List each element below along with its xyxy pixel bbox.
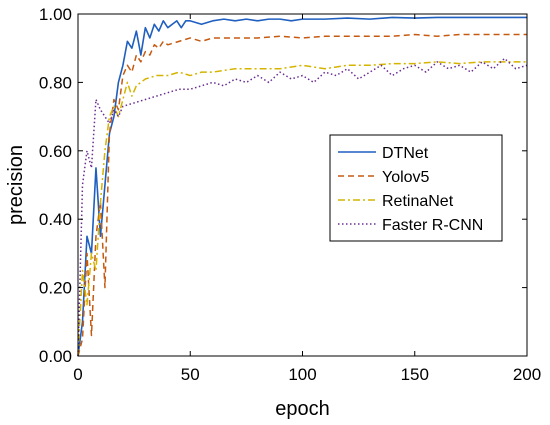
y-tick-label: 0.80	[39, 73, 72, 92]
series-line-yolov5	[77, 33, 527, 357]
y-tick-label: 0.60	[39, 142, 72, 161]
x-axis-label: epoch	[275, 398, 330, 420]
y-tick-label: 0.20	[39, 279, 72, 298]
series-line-retinanet	[77, 61, 527, 357]
legend-label: Yolov5	[382, 169, 430, 186]
series-line-dtnet	[77, 16, 527, 357]
x-tick-label: 50	[181, 365, 200, 384]
series-line-faster-r-cnn	[77, 57, 528, 357]
y-axis-label: precision	[5, 145, 27, 225]
y-tick-label: 1.00	[39, 5, 72, 24]
legend-label: Faster R-CNN	[382, 217, 483, 234]
legend-label: DTNet	[382, 145, 429, 162]
series-layer	[77, 16, 528, 357]
x-tick-label: 150	[401, 365, 429, 384]
x-tick-label: 0	[73, 365, 82, 384]
y-tick-label: 0.00	[39, 347, 72, 366]
y-tick-label: 0.40	[39, 210, 72, 229]
legend: DTNet Yolov5 RetinaNet Faster R-CNN	[329, 134, 503, 242]
x-tick-label: 200	[513, 365, 541, 384]
x-tick-label: 100	[288, 365, 316, 384]
ticks-layer: 0 50 100 150 200 0.00 0.20 0.40 0.60 0.80 1.00	[39, 5, 541, 384]
legend-label: RetinaNet	[382, 193, 454, 210]
